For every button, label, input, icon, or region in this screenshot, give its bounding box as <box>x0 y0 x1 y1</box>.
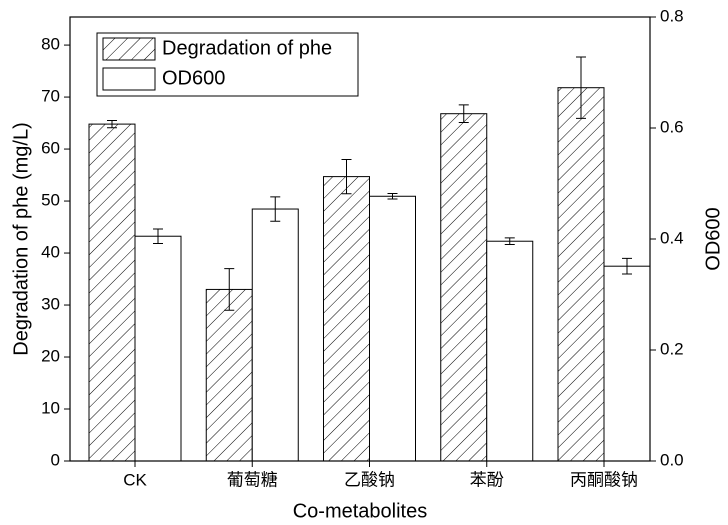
bar <box>323 176 370 462</box>
bar <box>557 87 605 462</box>
error-bar <box>387 192 398 200</box>
error-bar <box>107 119 117 129</box>
error-bar <box>458 104 469 124</box>
y-tick-label: 20 <box>41 347 60 366</box>
error-bar <box>504 237 515 246</box>
x-tick-label: CK <box>123 470 147 489</box>
legend-swatch <box>102 67 156 91</box>
bar <box>251 208 299 462</box>
bar <box>603 265 651 462</box>
error-bar <box>341 158 352 195</box>
y2-tick-label: 0.6 <box>660 117 684 136</box>
x-tick-label: 苯酚 <box>470 470 504 489</box>
bar <box>369 195 416 462</box>
plot-frame <box>69 16 651 462</box>
y-tick-label: 80 <box>41 35 60 54</box>
x-tick-label: 丙酮酸钠 <box>570 470 638 489</box>
y2-tick-label: 0.4 <box>660 228 684 247</box>
y-tick-label: 40 <box>41 243 60 262</box>
y-tick-label: 10 <box>41 398 60 417</box>
error-bar <box>224 268 235 311</box>
error-bar <box>153 228 163 244</box>
error-bar <box>576 56 586 119</box>
y2-tick-label: 0.8 <box>660 6 684 25</box>
y-tick-label: 60 <box>41 139 60 158</box>
y2-axis-title: OD600 <box>702 207 724 270</box>
bar <box>205 288 253 462</box>
x-tick-label: 乙酸钠 <box>344 470 395 489</box>
error-bar <box>270 196 281 222</box>
y-tick-label: 0 <box>51 450 60 469</box>
error-bar <box>622 257 632 275</box>
y-tick-label: 30 <box>41 295 60 314</box>
y-tick-label: 70 <box>41 87 60 106</box>
x-tick-label: 葡萄糖 <box>227 470 278 489</box>
bar <box>88 123 136 462</box>
legend-label: Degradation of phe <box>162 37 332 59</box>
y-tick-label: 50 <box>41 191 60 210</box>
bar <box>440 113 488 462</box>
legend-label: OD600 <box>162 67 225 89</box>
x-axis-title: Co-metabolites <box>293 500 428 522</box>
legend-swatch <box>102 37 156 61</box>
y2-tick-label: 0.2 <box>660 339 684 358</box>
bar <box>134 235 182 462</box>
y-axis-title: Degradation of phe (mg/L) <box>10 122 32 355</box>
y2-tick-label: 0.0 <box>660 450 684 469</box>
bar <box>486 240 534 462</box>
